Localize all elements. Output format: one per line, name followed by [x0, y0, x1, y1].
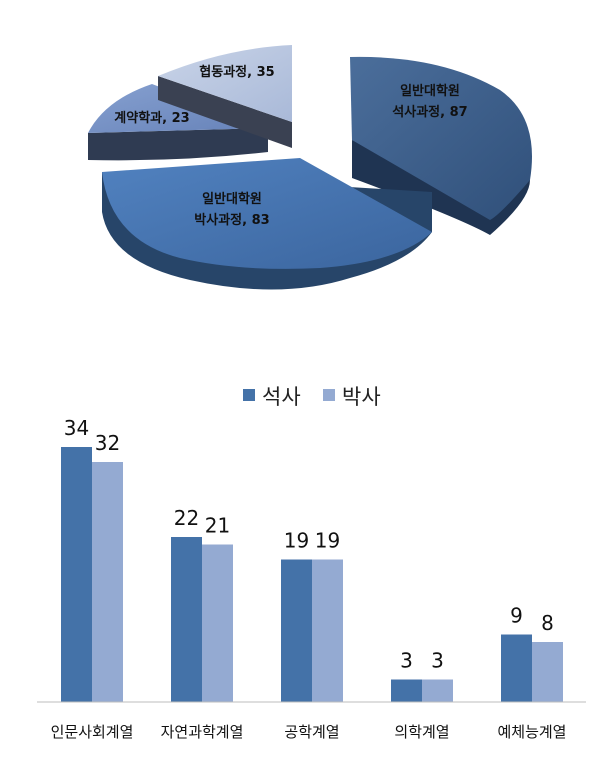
- category-label-0: 인문사회계열: [51, 723, 134, 741]
- pie-label-phd-line2: 박사과정, 83: [194, 212, 269, 228]
- legend-label-masters: 석사: [262, 385, 301, 409]
- value-label-masters-1: 22: [174, 506, 199, 530]
- pie-slice-phd-top: [102, 158, 432, 269]
- bar-doctorate-3: [422, 679, 453, 702]
- legend: 석사 박사: [243, 385, 381, 409]
- value-label-doctorate-4: 8: [541, 611, 554, 635]
- bar-masters-0: [61, 447, 92, 702]
- bar-doctorate-2: [312, 559, 343, 702]
- legend-label-doctorate: 박사: [342, 385, 381, 409]
- pie-slice-coop-top: [158, 45, 292, 122]
- category-labels: 인문사회계열 자연과학계열 공학계열 의학계열 예체능계열: [51, 723, 567, 741]
- bar-doctorate-1: [202, 544, 233, 702]
- pie-label-masters-line1: 일반대학원: [400, 83, 460, 99]
- value-label-masters-2: 19: [284, 529, 309, 553]
- pie-chart: 일반대학원 석사과정, 87 일반대학원 박사과정, 83 계약학과, 23 협…: [88, 45, 532, 290]
- value-label-masters-4: 9: [510, 604, 523, 628]
- pie-label-coop: 협동과정, 35: [199, 64, 274, 80]
- legend-swatch-doctorate: [323, 389, 335, 401]
- value-label-doctorate-0: 32: [95, 431, 120, 455]
- pie-label-contract: 계약학과, 23: [114, 110, 189, 126]
- value-label-doctorate-1: 21: [205, 514, 230, 538]
- category-label-2: 공학계열: [284, 723, 339, 741]
- value-label-masters-0: 34: [64, 416, 89, 440]
- value-label-masters-3: 3: [400, 649, 413, 673]
- pie-slice-coop: 협동과정, 35: [158, 45, 292, 148]
- legend-swatch-masters: [243, 389, 255, 401]
- pie-label-masters-line2: 석사과정, 87: [392, 104, 467, 120]
- category-label-1: 자연과학계열: [161, 723, 244, 741]
- pie-slice-phd: 일반대학원 박사과정, 83: [102, 158, 432, 290]
- pie-label-phd-line1: 일반대학원: [202, 191, 262, 207]
- pie-slice-masters: 일반대학원 석사과정, 87: [350, 56, 532, 235]
- value-label-doctorate-3: 3: [431, 649, 444, 673]
- pie-slice-coop-side: [158, 76, 292, 148]
- bar-masters-3: [391, 679, 422, 702]
- pie-slice-masters-top: [350, 56, 532, 220]
- bar-masters-4: [501, 634, 532, 702]
- category-label-3: 의학계열: [394, 723, 449, 741]
- bar-doctorate-0: [92, 462, 123, 702]
- bar-doctorate-4: [532, 642, 563, 702]
- bar-masters-1: [171, 537, 202, 702]
- value-label-doctorate-2: 19: [315, 529, 340, 553]
- bar-masters-2: [281, 559, 312, 702]
- category-label-4: 예체능계열: [497, 723, 566, 741]
- pie-slice-contract-side: [88, 128, 268, 161]
